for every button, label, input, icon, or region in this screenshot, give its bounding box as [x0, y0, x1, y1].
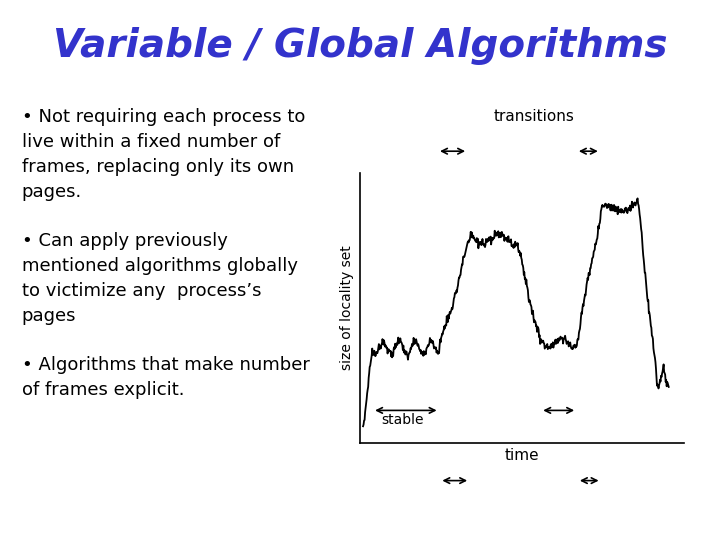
Text: Variable / Global Algorithms: Variable / Global Algorithms: [53, 27, 667, 65]
Text: transitions: transitions: [494, 109, 575, 124]
Text: • Not requiring each process to
live within a fixed number of
frames, replacing : • Not requiring each process to live wit…: [22, 108, 305, 201]
Text: stable: stable: [382, 413, 424, 427]
Text: • Can apply previously
mentioned algorithms globally
to victimize any  process’s: • Can apply previously mentioned algorit…: [22, 232, 297, 325]
X-axis label: time: time: [505, 448, 539, 463]
Y-axis label: size of locality set: size of locality set: [341, 245, 354, 370]
Text: • Algorithms that make number
of frames explicit.: • Algorithms that make number of frames …: [22, 356, 310, 400]
